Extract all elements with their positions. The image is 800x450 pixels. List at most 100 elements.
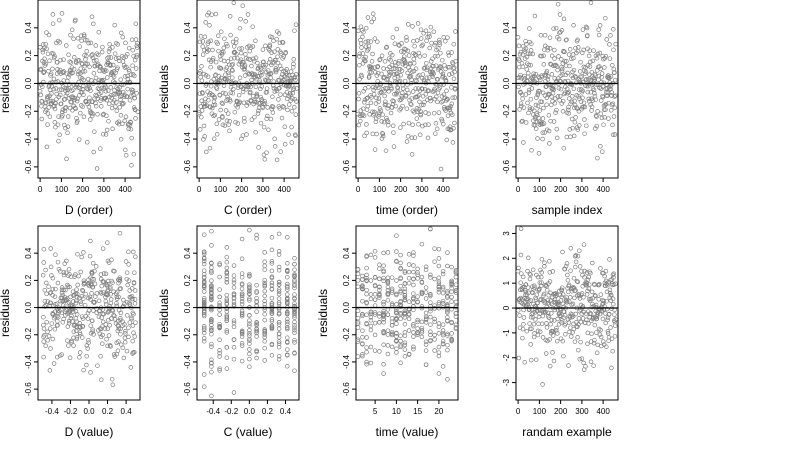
data-point [542, 130, 547, 135]
data-point [529, 326, 534, 331]
data-point [89, 271, 95, 276]
data-point [120, 121, 125, 127]
data-point [520, 64, 526, 70]
data-point [200, 44, 205, 49]
data-point [53, 302, 58, 307]
data-point [74, 60, 79, 66]
data-point [256, 108, 261, 114]
data-point [411, 38, 416, 44]
data-point [445, 377, 450, 382]
data-point [293, 22, 299, 27]
data-point [385, 119, 391, 125]
data-point [130, 47, 136, 53]
data-point [203, 20, 208, 25]
data-point [563, 332, 568, 337]
data-point [254, 289, 259, 294]
data-point [53, 86, 59, 91]
data-point [245, 12, 251, 17]
data-point [235, 105, 240, 110]
data-point [134, 52, 140, 58]
data-point [419, 319, 425, 325]
data-point [566, 52, 572, 57]
data-point [276, 252, 282, 257]
data-point [432, 348, 437, 353]
data-point [239, 328, 245, 334]
data-point [432, 306, 437, 311]
data-point [532, 80, 537, 85]
data-point [64, 71, 70, 76]
data-point [77, 324, 82, 329]
data-point [394, 350, 399, 355]
x-tick-label: 100 [55, 185, 69, 194]
y-axis-title: residuals [0, 65, 12, 113]
data-point [544, 321, 549, 326]
data-point [93, 264, 99, 269]
data-point [262, 307, 267, 313]
data-point [209, 327, 214, 333]
data-point [115, 318, 121, 324]
data-point [377, 262, 382, 268]
data-point [202, 34, 208, 40]
data-point [582, 104, 588, 110]
data-point [126, 126, 131, 132]
data-point [434, 94, 439, 100]
data-point [523, 289, 529, 295]
data-point [440, 341, 446, 346]
data-point [445, 250, 450, 255]
data-point [52, 54, 57, 59]
data-point [539, 321, 545, 327]
data-point [239, 62, 245, 67]
data-point [99, 291, 104, 296]
y-tick-label: -0.2 [502, 104, 511, 118]
data-point [239, 236, 245, 242]
data-point [100, 131, 106, 137]
data-point [276, 291, 282, 297]
data-point [81, 367, 86, 373]
data-point [292, 330, 297, 336]
data-point [574, 105, 579, 110]
data-point [276, 231, 282, 237]
x-tick-label: 400 [118, 185, 132, 194]
data-point [607, 287, 613, 293]
data-point [201, 302, 207, 308]
data-point [224, 274, 230, 279]
data-point [291, 86, 297, 91]
data-point [402, 270, 408, 275]
data-point [64, 298, 69, 303]
data-point [417, 54, 423, 59]
data-point [53, 101, 58, 106]
data-point [47, 114, 53, 119]
data-point [575, 324, 580, 330]
data-point [266, 127, 271, 133]
x-tick-label: -0.4 [206, 407, 220, 416]
data-point [436, 321, 442, 326]
y-tick-label: -0.6 [502, 159, 511, 173]
data-point [224, 345, 230, 350]
data-point [135, 40, 140, 46]
data-point [51, 315, 57, 321]
data-point [89, 78, 94, 83]
data-point [56, 138, 61, 144]
data-point [48, 300, 53, 306]
data-point [262, 267, 267, 272]
data-point [213, 11, 219, 17]
data-point [440, 286, 446, 291]
y-tick-label: 0.2 [183, 274, 192, 286]
data-point [377, 311, 382, 316]
data-point [527, 271, 533, 277]
data-point [247, 298, 252, 303]
y-axis-title: residuals [157, 65, 171, 113]
data-point [453, 314, 459, 319]
y-tick-label: 3 [502, 231, 511, 236]
data-point [573, 288, 578, 293]
data-point [123, 259, 129, 264]
x-tick-label: -0.2 [64, 407, 78, 416]
data-point [278, 149, 283, 154]
data-point [394, 233, 399, 238]
x-axis-title: time (order) [376, 203, 438, 217]
data-point [550, 86, 556, 91]
data-point [415, 276, 420, 281]
x-tick-label: 400 [596, 407, 610, 416]
data-point [537, 329, 543, 334]
data-point [411, 295, 416, 300]
